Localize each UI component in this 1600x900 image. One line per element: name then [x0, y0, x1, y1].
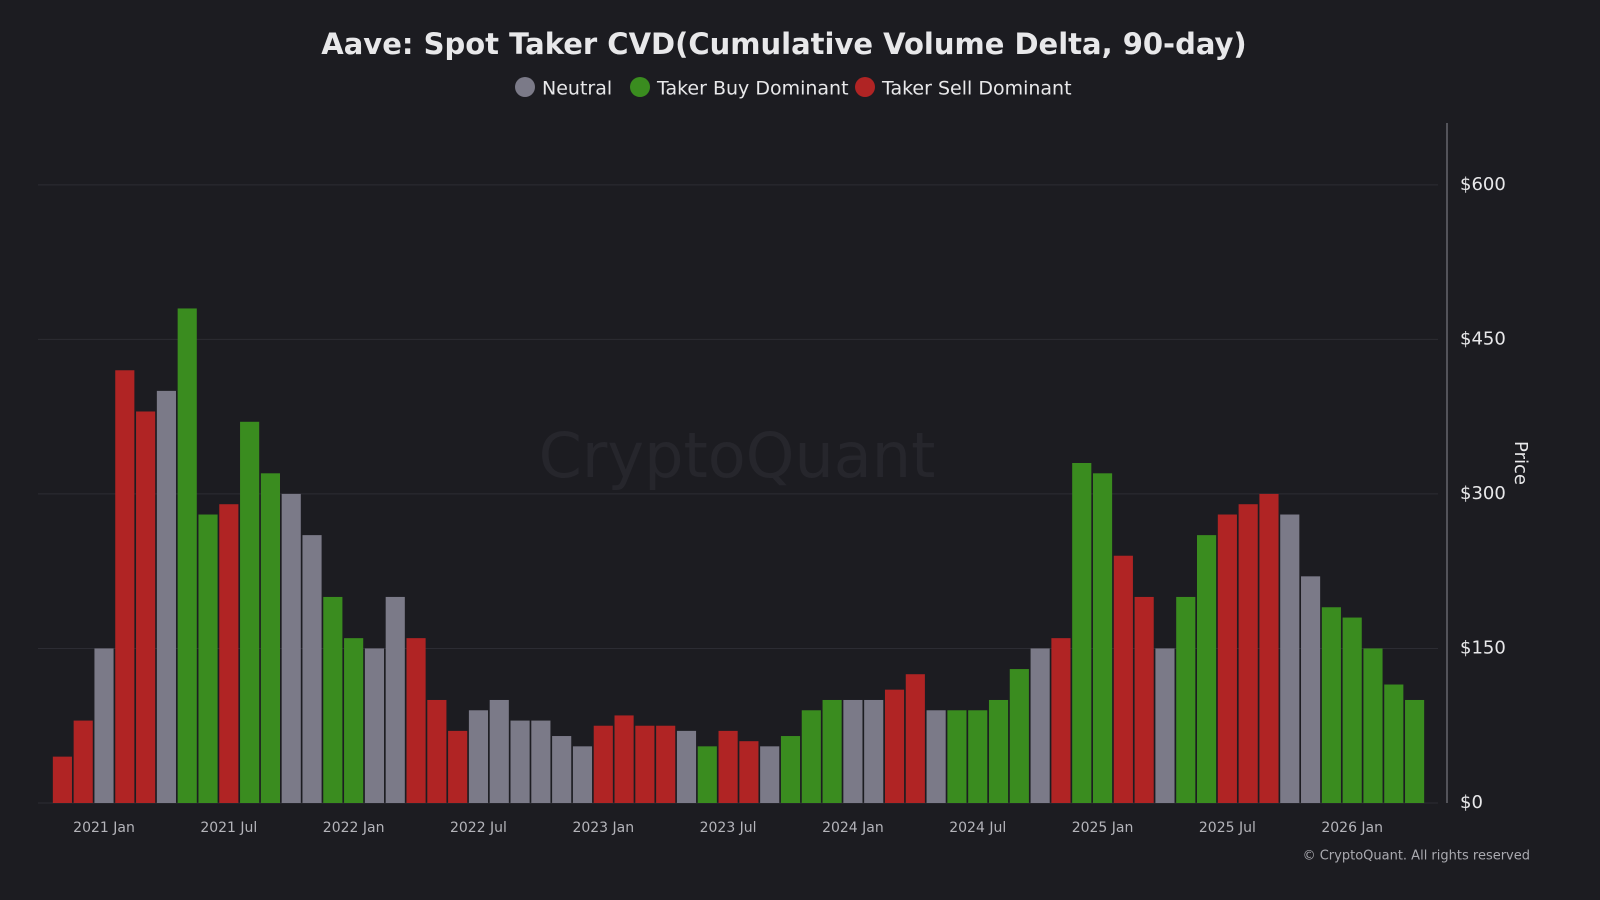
bar	[427, 699, 447, 803]
bar	[864, 699, 884, 803]
bar	[448, 730, 468, 803]
legend-marker	[515, 77, 535, 97]
x-tick-label: 2025 Jul	[1199, 820, 1256, 836]
x-tick-label: 2023 Jul	[700, 820, 757, 836]
y-tick-label: $600	[1460, 174, 1506, 195]
bar	[281, 493, 301, 803]
bar	[780, 736, 801, 803]
y-tick-label: $300	[1460, 483, 1506, 504]
bar	[1009, 669, 1029, 803]
bar	[614, 715, 634, 803]
bar	[1405, 699, 1425, 803]
bar	[1238, 504, 1258, 803]
bar	[656, 725, 676, 803]
bar	[52, 756, 72, 803]
bar	[489, 699, 509, 803]
watermark: CryptoQuant	[539, 419, 936, 492]
bar	[364, 648, 385, 803]
bar	[1342, 617, 1362, 803]
y-tick-label: $450	[1460, 328, 1506, 349]
bar	[1134, 596, 1154, 803]
bar	[1280, 514, 1300, 803]
bar	[676, 730, 697, 803]
bar	[406, 638, 426, 803]
chart-title: Aave: Spot Taker CVD(Cumulative Volume D…	[321, 27, 1246, 61]
bar	[1217, 514, 1237, 803]
bar	[115, 370, 135, 803]
bar	[323, 596, 343, 803]
x-tick-label: 2024 Jan	[822, 820, 884, 836]
bar	[1384, 684, 1404, 803]
bar	[739, 741, 759, 803]
bar	[801, 710, 821, 803]
bar	[1072, 463, 1092, 803]
bar	[385, 596, 405, 803]
bar	[635, 725, 655, 803]
bar	[468, 710, 489, 803]
x-tick-label: 2022 Jul	[450, 820, 507, 836]
x-tick-label: 2023 Jan	[572, 820, 634, 836]
bar	[177, 308, 197, 803]
bar	[1176, 596, 1196, 803]
bar	[697, 746, 717, 803]
bar	[1321, 607, 1341, 803]
bar	[572, 746, 593, 803]
bar	[884, 689, 905, 803]
x-tick-label: 2026 Jan	[1321, 820, 1383, 836]
bar	[947, 710, 967, 803]
bar	[94, 648, 114, 803]
x-tick-label: 2021 Jan	[73, 820, 135, 836]
bar	[843, 699, 863, 803]
bar	[822, 699, 842, 803]
bar	[1155, 648, 1175, 803]
bar	[240, 421, 260, 803]
bar	[1301, 576, 1321, 803]
bar	[760, 746, 780, 803]
legend-marker	[855, 77, 875, 97]
bar	[1030, 648, 1050, 803]
x-tick-label: 2021 Jul	[200, 820, 257, 836]
bar	[905, 674, 925, 803]
bar	[926, 710, 946, 803]
bar	[198, 514, 218, 803]
y-axis-label: Price	[1510, 441, 1531, 485]
legend-label: Taker Sell Dominant	[881, 78, 1072, 100]
legend-label: Taker Buy Dominant	[656, 78, 849, 100]
legend-marker	[630, 77, 650, 97]
bar	[718, 730, 738, 803]
bar	[73, 720, 93, 803]
bar	[302, 535, 322, 803]
footer: © CryptoQuant. All rights reserved	[1303, 849, 1530, 864]
bar	[1363, 648, 1383, 803]
bar	[968, 710, 988, 803]
bar	[156, 390, 176, 803]
bar	[1092, 473, 1113, 803]
x-tick-label: 2025 Jan	[1072, 820, 1134, 836]
bar	[260, 473, 281, 803]
bar	[1051, 638, 1071, 803]
bar	[1259, 493, 1279, 803]
y-tick-label: $0	[1460, 792, 1483, 813]
y-tick-label: $150	[1460, 637, 1506, 658]
bar	[1196, 535, 1217, 803]
bar	[988, 699, 1009, 803]
bar	[219, 504, 239, 803]
bar	[136, 411, 156, 803]
bar	[510, 720, 530, 803]
bar	[552, 736, 572, 803]
bar	[1113, 555, 1133, 803]
bar	[344, 638, 364, 803]
bar	[593, 725, 613, 803]
bar	[531, 720, 551, 803]
legend-label: Neutral	[542, 78, 612, 100]
x-tick-label: 2022 Jan	[323, 820, 385, 836]
x-tick-label: 2024 Jul	[949, 820, 1006, 836]
